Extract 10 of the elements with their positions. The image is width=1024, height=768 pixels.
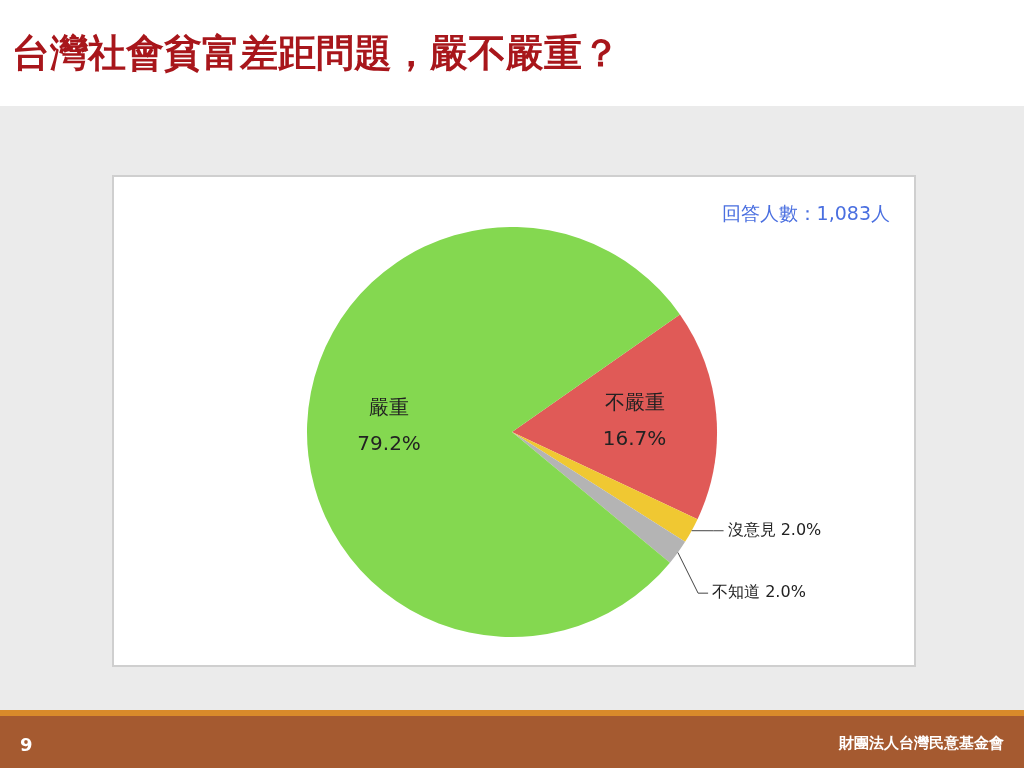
data-label: 79.2% — [357, 431, 421, 456]
slice-label: 嚴重 — [369, 395, 410, 420]
slice-label: 不嚴重 — [604, 389, 665, 414]
chart-title: 台灣社會貧富差距問題，嚴不嚴重？ — [12, 29, 620, 77]
text: 回答人數：1,083人 — [721, 201, 890, 226]
text: 財團法人台灣民意基金會 — [839, 734, 1004, 753]
data-label: 16.7% — [602, 425, 667, 450]
slice-label: 沒意見 2.0% — [727, 519, 822, 539]
slice-label: 不知道 2.0% — [712, 582, 806, 602]
text: 9 — [20, 734, 33, 755]
